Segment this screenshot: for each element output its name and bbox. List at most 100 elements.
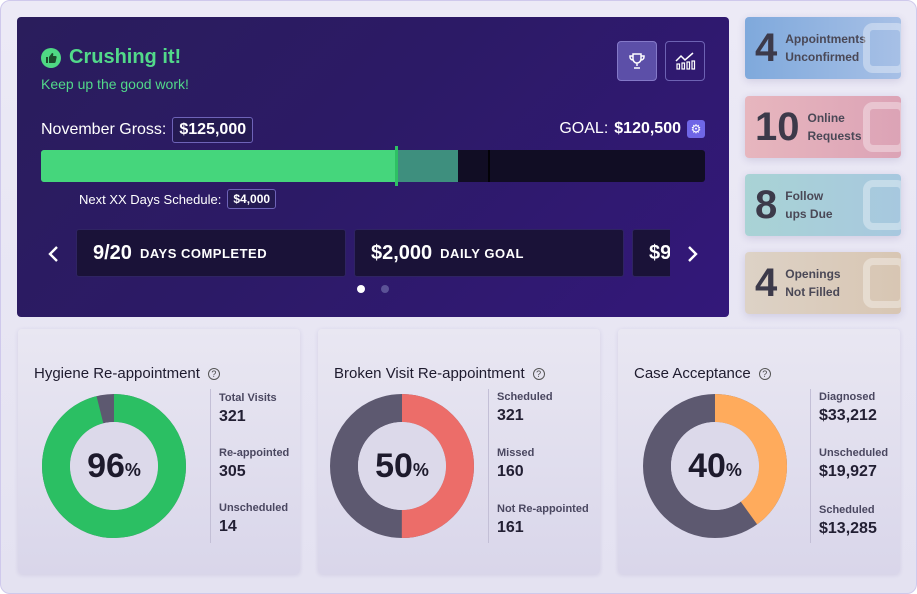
percent-sign: % [124, 459, 141, 480]
hero-title: Crushing it! [69, 46, 182, 68]
stat-value: $13,285 [819, 520, 877, 537]
stat-label: Missed [497, 447, 535, 459]
mini-card-label-line2: Not Filled [785, 285, 840, 299]
stat-label: Unscheduled [819, 447, 889, 459]
stat-item: Unscheduled 14 [219, 502, 288, 536]
stat-card-value: $9 [649, 241, 670, 264]
progress-tick [488, 150, 490, 182]
decorative-shape [863, 23, 901, 73]
donut-chart: 50 % [328, 392, 476, 540]
stat-value: $19,927 [819, 463, 877, 480]
chart-button[interactable] [665, 41, 705, 81]
mini-card-label-line1: Follow [785, 189, 824, 203]
widget-title: Case Acceptance [634, 365, 751, 382]
chevron-right-icon [688, 246, 698, 262]
progress-marker [395, 146, 399, 186]
carousel-prev-button[interactable] [41, 241, 65, 267]
stat-item: Scheduled $13,285 [819, 504, 877, 538]
help-icon[interactable]: ? [758, 367, 771, 380]
donut-svg [643, 394, 787, 538]
mini-card-label-line2: Unconfirmed [785, 50, 860, 64]
stat-card-caption: DAYS COMPLETED [139, 245, 268, 261]
stat-label: Scheduled [497, 391, 553, 403]
stat-card-third: $9 [632, 229, 670, 277]
help-icon[interactable]: ? [532, 367, 545, 380]
mini-card-number: 10 [755, 105, 800, 149]
chevron-left-icon [48, 246, 58, 262]
donut-chart: 96 % [40, 392, 188, 540]
stat-cards-carousel: 9/20 DAYS COMPLETED $2,000 DAILY GOAL $9 [76, 229, 670, 277]
chart-icon [675, 52, 696, 70]
next-schedule-value: $4,000 [227, 189, 277, 209]
goal-value: $120,500 [614, 120, 681, 137]
next-schedule-label: Next XX Days Schedule: [79, 191, 222, 207]
progress-completed-segment [41, 150, 397, 182]
mini-card-follow-ups[interactable]: 8 Follow ups Due [745, 174, 901, 236]
percent-sign: % [725, 459, 742, 480]
percent-value: 50 [375, 446, 413, 485]
widget-title: Hygiene Re-appointment [34, 365, 200, 382]
donut-hole [671, 422, 759, 510]
stat-value: 14 [219, 518, 237, 535]
mini-card-online-requests[interactable]: 10 Online Requests [745, 96, 901, 158]
trophy-icon [629, 53, 645, 69]
widget-stats: Diagnosed $33,212 Unscheduled $19,927 Sc… [810, 389, 896, 543]
carousel-dot[interactable] [381, 285, 389, 293]
mini-card-label-line1: Appointments [785, 32, 866, 46]
widget-hygiene: Hygiene Re-appointment ? 96 % Total Visi… [18, 329, 300, 574]
mini-card-unconfirmed[interactable]: 4 Appointments Unconfirmed [745, 17, 901, 79]
mini-card-label-line1: Openings [785, 267, 841, 281]
mini-card-label-line2: ups Due [785, 207, 833, 221]
goal-label: GOAL: [559, 120, 609, 137]
stat-card-value: $2,000 [371, 241, 433, 264]
gear-icon[interactable]: ⚙ [687, 120, 705, 138]
stat-label: Total Visits [219, 392, 277, 404]
widget-case-acceptance: Case Acceptance ? 40 % Diagnosed $33,212… [618, 329, 900, 574]
mini-card-label-line1: Online [807, 111, 845, 125]
hero-subtitle: Keep up the good work! [41, 76, 189, 92]
gross-label: November Gross: [41, 121, 167, 138]
stat-label: Diagnosed [819, 391, 876, 403]
widget-title-row: Broken Visit Re-appointment ? [334, 365, 545, 382]
help-icon[interactable]: ? [207, 367, 220, 380]
carousel-next-button[interactable] [681, 241, 705, 267]
stat-item: Diagnosed $33,212 [819, 391, 877, 425]
gross-summary-panel: Crushing it! Keep up the good work! Nove… [17, 17, 729, 317]
gross-value: $125,000 [172, 117, 254, 143]
thumbs-up-icon [41, 47, 61, 68]
goal-row: GOAL: $120,500 ⚙ [559, 120, 705, 138]
widget-title-row: Hygiene Re-appointment ? [34, 365, 220, 382]
donut-value-arc [330, 394, 474, 538]
stat-label: Re-appointed [219, 447, 290, 459]
stat-item: Scheduled 321 [497, 391, 553, 425]
donut-hole [358, 422, 446, 510]
stat-value: 160 [497, 463, 524, 480]
donut-value-arc [42, 394, 186, 538]
stat-item: Re-appointed 305 [219, 447, 289, 481]
next-schedule-row: Next XX Days Schedule: $4,000 [79, 189, 277, 209]
stat-item: Total Visits 321 [219, 392, 277, 426]
stat-item: Not Re-appointed 161 [497, 503, 589, 537]
gross-row: November Gross: $125,000 [41, 117, 254, 143]
mini-card-number: 8 [755, 183, 778, 227]
mini-card-openings[interactable]: 4 Openings Not Filled [745, 252, 901, 314]
trophy-button[interactable] [617, 41, 657, 81]
stat-value: 321 [219, 408, 246, 425]
stat-card-value: 9/20 [93, 241, 132, 264]
donut-hole [70, 422, 158, 510]
hero-title-row: Crushing it! [41, 46, 181, 69]
decorative-shape [863, 102, 901, 152]
percent-value: 40 [688, 446, 726, 485]
donut-chart: 40 % [641, 392, 789, 540]
widget-title-row: Case Acceptance ? [634, 365, 771, 382]
stat-item: Missed 160 [497, 447, 534, 481]
carousel-dot[interactable] [357, 285, 365, 293]
stat-label: Unscheduled [219, 502, 289, 514]
donut-svg [42, 394, 186, 538]
stat-label: Not Re-appointed [497, 503, 589, 515]
gross-progress-bar [41, 150, 705, 182]
donut-center: 50 % [328, 392, 476, 540]
mini-card-label-line2: Requests [807, 129, 862, 143]
widget-stats: Scheduled 321 Missed 160 Not Re-appointe… [488, 389, 598, 543]
